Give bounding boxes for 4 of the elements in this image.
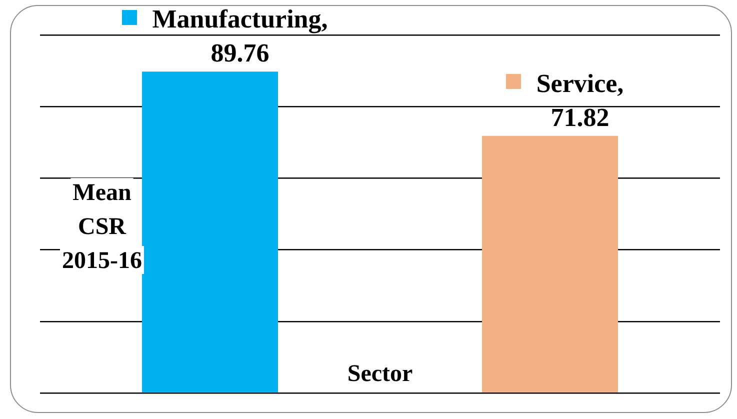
data-label: Manufacturing, 89.76	[152, 4, 328, 68]
data-label: Service, 71.82	[536, 68, 624, 132]
y-axis-title: Mean CSR 2015-16	[62, 180, 142, 274]
x-axis-title: Sector	[347, 361, 413, 387]
